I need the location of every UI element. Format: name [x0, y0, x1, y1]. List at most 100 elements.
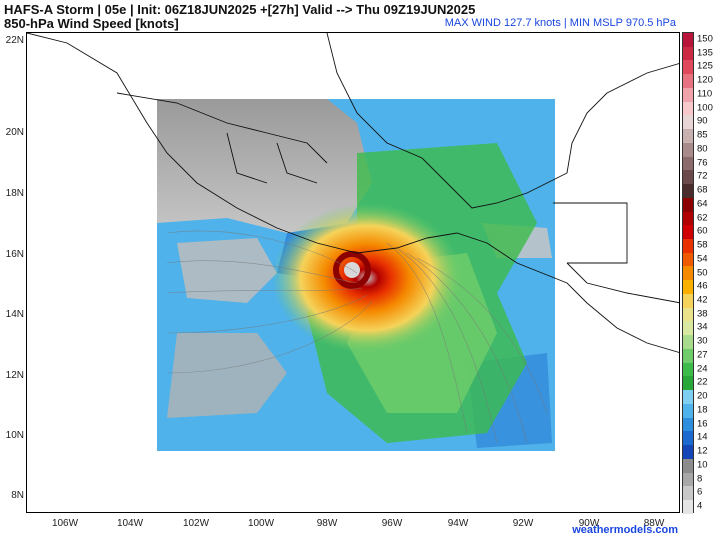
colorbar-level-label: 8	[697, 473, 703, 485]
colorbar-cell	[683, 225, 693, 240]
lat-label-20n: 20N	[5, 127, 24, 138]
chart-subtitle: 850-hPa Wind Speed [knots]	[4, 16, 179, 31]
colorbar-level-label: 90	[697, 115, 708, 127]
colorbar-level-label: 18	[697, 404, 708, 416]
lon-label-102w: 102W	[182, 518, 210, 529]
colorbar-level-label: 30	[697, 335, 708, 347]
colorbar-cell	[683, 197, 693, 212]
max-wind-readout: MAX WIND 127.7 knots | MIN MSLP 970.5 hP…	[444, 17, 676, 29]
colorbar-cell	[683, 321, 693, 336]
streamlines	[166, 230, 548, 444]
colorbar-level-label: 64	[697, 198, 708, 210]
calm-area-southwest	[167, 333, 287, 418]
lat-label-8n: 8N	[11, 490, 24, 501]
map-canvas	[27, 33, 679, 451]
colorbar-cell	[683, 211, 693, 226]
lat-label-16n: 16N	[5, 249, 24, 260]
colorbar-level-label: 4	[697, 500, 703, 512]
lat-label-10n: 10N	[5, 430, 24, 441]
lon-label-96w: 96W	[381, 518, 403, 529]
lon-label-106w: 106W	[51, 518, 79, 529]
colorbar-level-label: 85	[697, 129, 708, 141]
colorbar-cell	[683, 46, 693, 61]
colorbar-cell	[683, 74, 693, 88]
colorbar-cell	[683, 129, 693, 143]
calm-area-west	[177, 238, 277, 303]
colorbar-cell	[683, 403, 693, 418]
colorbar-level-label: 38	[697, 308, 708, 320]
colorbar-cell	[683, 87, 693, 102]
colorbar-cell	[683, 486, 693, 500]
colorbar-cell	[683, 60, 693, 75]
colorbar-cell	[683, 101, 693, 116]
watermark: weathermodels.com	[572, 524, 678, 536]
lat-label-14n: 14N	[5, 309, 24, 320]
wind-speed-colorbar	[682, 32, 694, 514]
colorbar-level-label: 24	[697, 363, 708, 375]
colorbar-cell	[683, 472, 693, 487]
colorbar-level-label: 22	[697, 376, 708, 388]
colorbar-cell	[683, 115, 693, 130]
lat-label-12n: 12N	[5, 370, 24, 381]
colorbar-cell	[683, 280, 693, 294]
colorbar-level-label: 50	[697, 267, 708, 278]
colorbar-cell	[683, 156, 693, 171]
colorbar-level-label: 125	[697, 60, 713, 72]
chart-title: HAFS-A Storm | 05e | Init: 06Z18JUN2025 …	[4, 2, 476, 17]
colorbar-level-label: 14	[697, 431, 708, 443]
colorbar-cell	[683, 348, 693, 363]
colorbar-cell	[683, 184, 693, 198]
colorbar-cell	[683, 362, 693, 377]
colorbar-level-label: 16	[697, 418, 708, 430]
colorbar-level-label: 80	[697, 143, 708, 155]
coastlines	[27, 33, 679, 353]
colorbar-level-label: 12	[697, 445, 708, 457]
lon-label-100w: 100W	[247, 518, 275, 529]
colorbar-level-label: 27	[697, 349, 708, 361]
colorbar-level-label: 46	[697, 280, 708, 292]
colorbar-cell	[683, 266, 693, 281]
lon-label-90w: 90W	[578, 518, 600, 529]
colorbar-level-label: 62	[697, 212, 708, 224]
colorbar-cell	[683, 431, 693, 446]
colorbar-cell	[683, 390, 693, 404]
colorbar-level-label: 6	[697, 486, 703, 498]
colorbar-level-label: 42	[697, 294, 708, 306]
colorbar-level-label: 110	[697, 88, 713, 100]
colorbar-level-label: 76	[697, 157, 708, 169]
colorbar-level-label: 34	[697, 321, 708, 333]
colorbar-cell	[683, 307, 693, 322]
lon-label-94w: 94W	[447, 518, 469, 529]
colorbar-cell	[683, 445, 693, 459]
land-calm-area	[157, 99, 372, 233]
map-panel[interactable]	[26, 32, 680, 513]
colorbar-level-label: 150	[697, 33, 713, 45]
lon-label-88w: 88W	[643, 518, 665, 529]
colorbar-cell	[683, 417, 693, 432]
colorbar-level-label: 58	[697, 239, 708, 251]
colorbar-cell	[683, 499, 693, 514]
colorbar-level-label: 20	[697, 390, 708, 402]
lon-label-92w: 92W	[512, 518, 534, 529]
colorbar-cell	[683, 33, 693, 47]
lon-label-104w: 104W	[116, 518, 144, 529]
colorbar-cell	[683, 170, 693, 185]
colorbar-level-label: 68	[697, 184, 708, 196]
lat-label-18n: 18N	[5, 188, 24, 199]
colorbar-level-label: 120	[697, 74, 713, 86]
colorbar-cell	[683, 239, 693, 253]
colorbar-level-label: 10	[697, 459, 708, 471]
colorbar-cell	[683, 293, 693, 308]
colorbar-cell	[683, 335, 693, 349]
lon-label-98w: 98W	[316, 518, 338, 529]
colorbar-level-label: 100	[697, 102, 713, 114]
storm-eye-ring	[333, 251, 371, 289]
colorbar-cell	[683, 458, 693, 473]
colorbar-cell	[683, 252, 693, 267]
colorbar-cell	[683, 376, 693, 391]
colorbar-level-label: 135	[697, 47, 713, 59]
colorbar-level-label: 72	[697, 170, 708, 182]
lat-label-22n: 22N	[5, 35, 24, 46]
colorbar-level-label: 60	[697, 225, 708, 237]
colorbar-cell	[683, 142, 693, 157]
